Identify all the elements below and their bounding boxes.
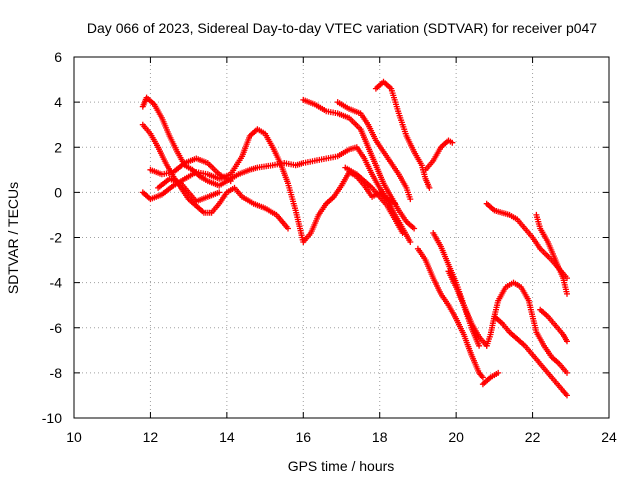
series-track-m bbox=[445, 268, 490, 349]
x-tick-label: 16 bbox=[295, 429, 311, 445]
grid bbox=[74, 57, 609, 418]
data-point bbox=[285, 225, 291, 232]
y-tick-label: -4 bbox=[50, 275, 63, 291]
data-point bbox=[476, 342, 483, 349]
series-track-i bbox=[342, 164, 406, 236]
series-track-r bbox=[533, 211, 570, 297]
data-marks bbox=[139, 78, 570, 399]
y-tick-label: 4 bbox=[54, 94, 62, 110]
data-point bbox=[407, 239, 414, 245]
series-track-j bbox=[422, 137, 456, 173]
x-tick-label: 20 bbox=[448, 429, 464, 445]
data-point bbox=[495, 369, 502, 376]
y-tick-label: -8 bbox=[50, 365, 63, 381]
series-track-h bbox=[372, 78, 433, 191]
x-tick-label: 22 bbox=[525, 429, 541, 445]
series-track-f bbox=[300, 96, 418, 232]
x-tick-label: 18 bbox=[372, 429, 388, 445]
series-track-p bbox=[479, 369, 502, 388]
y-tick-label: 6 bbox=[54, 49, 62, 65]
data-point bbox=[449, 139, 456, 146]
x-axis-label: GPS time / hours bbox=[288, 458, 395, 474]
data-point bbox=[479, 374, 486, 381]
y-axis-label: SDTVAR / TECUs bbox=[5, 182, 21, 294]
data-point bbox=[564, 290, 570, 297]
series-track-e bbox=[155, 175, 223, 205]
series-track-s bbox=[537, 306, 570, 345]
y-tick-label: -6 bbox=[50, 320, 63, 336]
y-tick-label: 2 bbox=[54, 139, 62, 155]
data-point bbox=[407, 196, 414, 203]
series-track-l bbox=[414, 245, 486, 381]
series-track-n bbox=[483, 200, 570, 282]
data-point bbox=[411, 225, 418, 232]
series-track-d bbox=[147, 155, 234, 185]
data-point bbox=[399, 230, 406, 236]
x-tick-label: 14 bbox=[219, 429, 235, 445]
data-point bbox=[564, 392, 570, 399]
data-point bbox=[227, 178, 234, 185]
x-tick-label: 24 bbox=[601, 429, 617, 445]
series-track-g bbox=[334, 99, 414, 203]
data-point bbox=[426, 184, 433, 191]
data-point bbox=[564, 369, 570, 376]
x-tick-label: 10 bbox=[66, 429, 82, 445]
series-track-c bbox=[139, 126, 398, 245]
y-tick-label: -2 bbox=[50, 230, 63, 246]
data-point bbox=[216, 189, 223, 196]
chart-title: Day 066 of 2023, Sidereal Day-to-day VTE… bbox=[87, 20, 597, 36]
x-tick-label: 12 bbox=[143, 429, 159, 445]
y-tick-label: -10 bbox=[42, 410, 62, 426]
series-track-q bbox=[491, 313, 570, 399]
data-point bbox=[564, 338, 570, 345]
series-track-a bbox=[139, 94, 414, 245]
y-tick-label: 0 bbox=[54, 184, 62, 200]
